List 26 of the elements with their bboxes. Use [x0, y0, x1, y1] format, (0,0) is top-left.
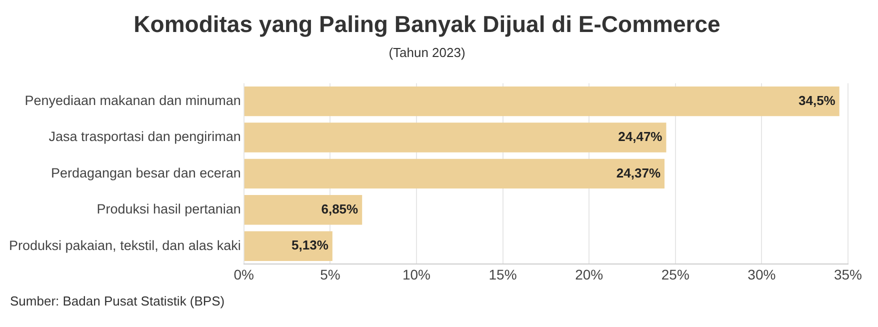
x-tick-label: 35%	[834, 266, 862, 282]
bar	[244, 231, 332, 261]
data-label: 6,85%	[321, 201, 359, 216]
x-tick-label: 20%	[575, 266, 604, 282]
data-label: 5,13%	[292, 238, 329, 253]
text: Sumber: Badan Pusat Statistik (BPS)	[10, 294, 225, 309]
bar	[244, 158, 665, 189]
bar	[244, 195, 362, 225]
data-label: 24,47%	[618, 129, 663, 144]
chart-subtitle: (Tahun 2023)	[388, 44, 466, 60]
data-label: 34,5%	[798, 92, 836, 108]
x-tick-label: 25%	[661, 266, 690, 282]
y-tick-label: Produksi pakaian, tekstil, dan alas kaki	[9, 238, 241, 253]
y-tick-label: Jasa trasportasi dan pengiriman	[48, 129, 241, 144]
y-tick-label: Penyediaan makanan dan minuman	[24, 93, 241, 108]
y-tick-label: Produksi hasil pertanian	[96, 202, 241, 217]
bar	[244, 122, 666, 152]
x-tick-label: 0%	[234, 266, 254, 282]
data-label: 24,37%	[616, 165, 661, 180]
y-tick-label: Perdagangan besar dan eceran	[50, 165, 241, 180]
x-tick-label: 5%	[320, 266, 340, 282]
bar	[244, 86, 840, 116]
x-tick-label: 30%	[748, 266, 776, 282]
chart-title: Komoditas yang Paling Banyak Dijual di E-Commerce	[134, 11, 720, 38]
x-tick-label: 15%	[488, 266, 517, 282]
x-tick-label: 10%	[402, 266, 430, 282]
